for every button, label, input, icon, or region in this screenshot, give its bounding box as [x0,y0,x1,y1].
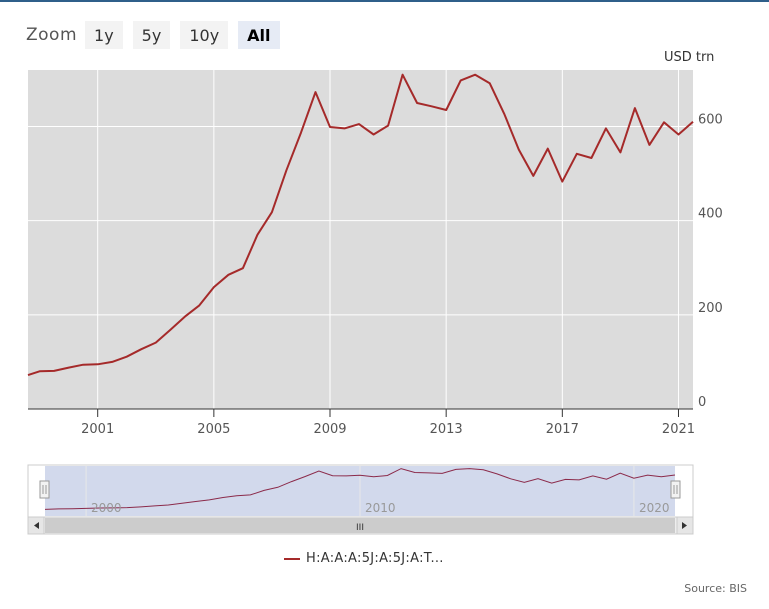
navigator-label-2000: 2000 [91,501,122,515]
zoom-bar: Zoom 1y 5y 10y All [26,20,290,50]
zoom-1y-button[interactable]: 1y [85,21,123,49]
legend-swatch [284,557,300,560]
zoom-label: Zoom [26,25,78,45]
x-tick-label-2017: 2017 [546,422,579,437]
x-tick-label-2021: 2021 [662,422,695,437]
zoom-all-button[interactable]: All [238,21,280,49]
plot-area [28,70,693,409]
navigator-handle-left[interactable] [39,480,50,499]
legend-item[interactable]: H:A:A:A:5J:A:5J:A:T... [284,551,444,566]
y-tick-label-200: 200 [698,301,723,316]
legend-label: H:A:A:A:5J:A:5J:A:T... [306,551,444,566]
x-tick-label-2009: 2009 [313,422,346,437]
x-tick-label-2013: 2013 [430,422,463,437]
navigator-handle-right[interactable] [670,480,681,499]
y-gridlines [28,126,693,316]
scroll-right-arrow-icon [682,522,687,529]
y-axis-ticks: 0 200 400 600 [698,113,723,411]
x-tick-label-2001: 2001 [81,422,114,437]
y-tick-label-400: 400 [698,207,723,222]
navigator-label-2010: 2010 [365,501,396,515]
zoom-5y-button[interactable]: 5y [132,21,171,49]
top-border [0,0,769,2]
y-tick-label-0: 0 [698,395,706,410]
scrollbar-grip: III [356,523,364,533]
scroll-left-arrow-icon [34,522,39,529]
navigator-gridlines [85,466,635,516]
navigator-scrollbar[interactable]: III [27,516,694,535]
series-line[interactable] [27,73,694,377]
y-axis-unit-label: USD trn [664,50,715,65]
scrollbar-thumb[interactable] [45,518,675,533]
navigator[interactable]: 2000 2010 2020 [27,464,694,518]
x-tick-label-2005: 2005 [197,422,230,437]
y-tick-label-600: 600 [698,113,723,128]
zoom-10y-button[interactable]: 10y [180,21,229,49]
source-credit: Source: BIS [684,582,747,595]
x-axis-ticks: 2001 2005 2009 2013 2017 2021 [81,409,695,437]
navigator-series-line [44,468,676,510]
navigator-label-2020: 2020 [639,501,670,515]
